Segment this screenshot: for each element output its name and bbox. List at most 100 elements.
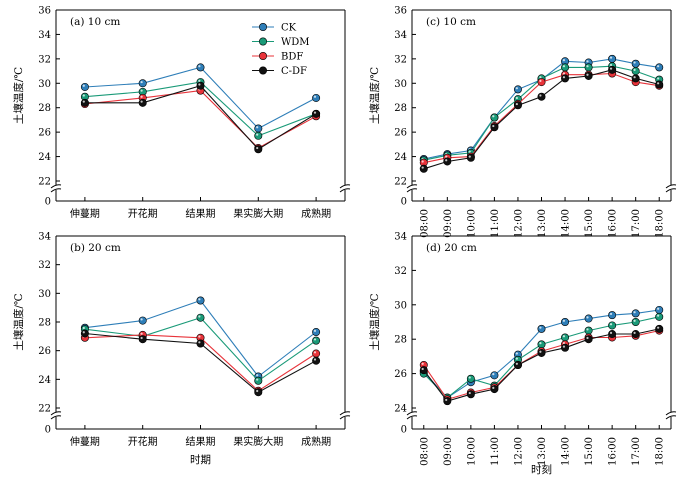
data-point-c-df: [490, 385, 499, 394]
data-point-c-df: [443, 397, 452, 406]
y-tick-label: 24: [38, 152, 51, 163]
axis-break-mark: [406, 415, 418, 420]
data-point-c-df: [584, 71, 593, 80]
x-tick-label: 开花期: [128, 207, 158, 220]
data-point-c-df: [608, 65, 617, 74]
data-point-highlight: [140, 80, 143, 84]
data-point-highlight: [515, 87, 518, 90]
y-tick-label: 26: [394, 128, 407, 139]
data-point-highlight: [633, 319, 636, 322]
data-point-ck: [80, 82, 89, 91]
data-point-wdm: [490, 113, 499, 122]
data-point-highlight: [313, 111, 317, 114]
data-point-c-df: [608, 330, 617, 339]
x-tick-label: 16:00: [608, 209, 619, 238]
data-point-ck: [631, 309, 640, 318]
x-tick-label: 12:00: [513, 209, 524, 238]
data-point-highlight: [468, 150, 471, 153]
data-point-c-df: [584, 335, 593, 344]
data-point-highlight: [609, 312, 613, 316]
x-tick-label: 08:00: [419, 209, 430, 238]
data-point-ck: [138, 79, 147, 88]
data-point-highlight: [562, 345, 566, 348]
y-tick-label: 30: [394, 300, 407, 311]
axis-break-mark: [339, 411, 351, 416]
y-tick-label: 26: [394, 369, 407, 380]
data-point-highlight: [256, 133, 259, 136]
data-point-bdf: [537, 78, 546, 87]
data-point-wdm: [584, 326, 593, 335]
y-tick-label: 30: [394, 79, 407, 90]
x-tick-label: 伸蔓期: [70, 435, 100, 448]
x-tick-label: 18:00: [655, 437, 666, 466]
data-point-c-df: [631, 330, 640, 339]
x-tick-label: 10:00: [466, 209, 477, 238]
data-point-c-df: [513, 360, 522, 369]
data-point-highlight: [492, 124, 495, 128]
data-point-highlight: [586, 336, 589, 340]
data-point-highlight: [313, 351, 317, 354]
data-point-highlight: [140, 100, 143, 103]
data-point-highlight: [256, 126, 259, 129]
data-point-wdm: [561, 63, 570, 72]
legend-marker: [258, 51, 267, 60]
data-point-ck: [312, 328, 321, 337]
data-point-c-df: [312, 356, 321, 365]
data-point-highlight: [633, 311, 636, 314]
data-point-highlight: [562, 335, 566, 338]
data-point-highlight: [609, 331, 613, 334]
data-point-ck: [138, 316, 147, 325]
x-tick-label: 12:00: [513, 437, 524, 466]
y-axis-label: 土壤温度/℃: [12, 67, 25, 125]
data-point-highlight: [492, 115, 495, 118]
data-point-highlight: [256, 146, 259, 150]
axis-break-mark: [665, 411, 677, 416]
data-point-highlight: [421, 362, 424, 365]
data-point-highlight: [492, 373, 495, 376]
panel-a: 0 22 24 26 28 30 32 34 36 伸蔓期 开花期 结果期 果实膨大期 成熟期 (a) 10…: [12, 6, 351, 220]
y-tick-label: 0: [401, 425, 407, 436]
data-point-wdm: [608, 321, 617, 330]
data-point-ck: [490, 371, 499, 380]
data-point-highlight: [313, 338, 317, 341]
data-point-wdm: [631, 67, 640, 76]
data-point-c-df: [466, 153, 475, 162]
data-point-ck: [608, 311, 617, 320]
data-point-wdm: [537, 340, 546, 349]
data-point-highlight: [633, 331, 636, 334]
data-point-c-df: [537, 348, 546, 357]
x-tick-label: 13:00: [537, 209, 548, 238]
series-line-wdm: [84, 317, 317, 382]
data-point-highlight: [140, 95, 143, 98]
y-tick-label: 22: [38, 177, 51, 188]
data-point-highlight: [421, 166, 424, 169]
legend-marker: [258, 66, 267, 75]
data-point-highlight: [198, 341, 201, 344]
data-point-c-df: [80, 98, 89, 107]
data-point-highlight: [657, 77, 660, 80]
data-point-ck: [655, 305, 664, 314]
data-point-c-df: [466, 390, 475, 399]
data-point-wdm: [584, 63, 593, 72]
data-point-highlight: [198, 79, 201, 82]
x-tick-label: 18:00: [655, 209, 666, 238]
data-point-ck: [537, 324, 546, 333]
data-point-c-df: [419, 366, 428, 375]
x-axis-label: 时期: [190, 454, 211, 466]
data-point-highlight: [445, 398, 448, 402]
data-point-highlight: [468, 376, 471, 379]
y-axis-label: 土壤温度/℃: [368, 293, 381, 351]
y-tick-label: 26: [38, 346, 51, 357]
data-point-highlight: [256, 374, 259, 377]
panel-c: 0 22 24 26 28 30 32 34 36 08:00 09:00 10:00 11:00 12:…: [368, 6, 677, 238]
data-point-highlight: [657, 82, 660, 85]
y-axis-label: 土壤温度/℃: [368, 67, 381, 125]
legend-label: CK: [281, 23, 297, 34]
legend-label: BDF: [281, 52, 303, 63]
y-tick-label: 22: [394, 177, 407, 188]
data-point-wdm: [196, 313, 205, 322]
x-tick-label: 成熟期: [301, 435, 331, 448]
data-point-highlight: [421, 160, 424, 163]
data-point-highlight: [515, 352, 518, 355]
